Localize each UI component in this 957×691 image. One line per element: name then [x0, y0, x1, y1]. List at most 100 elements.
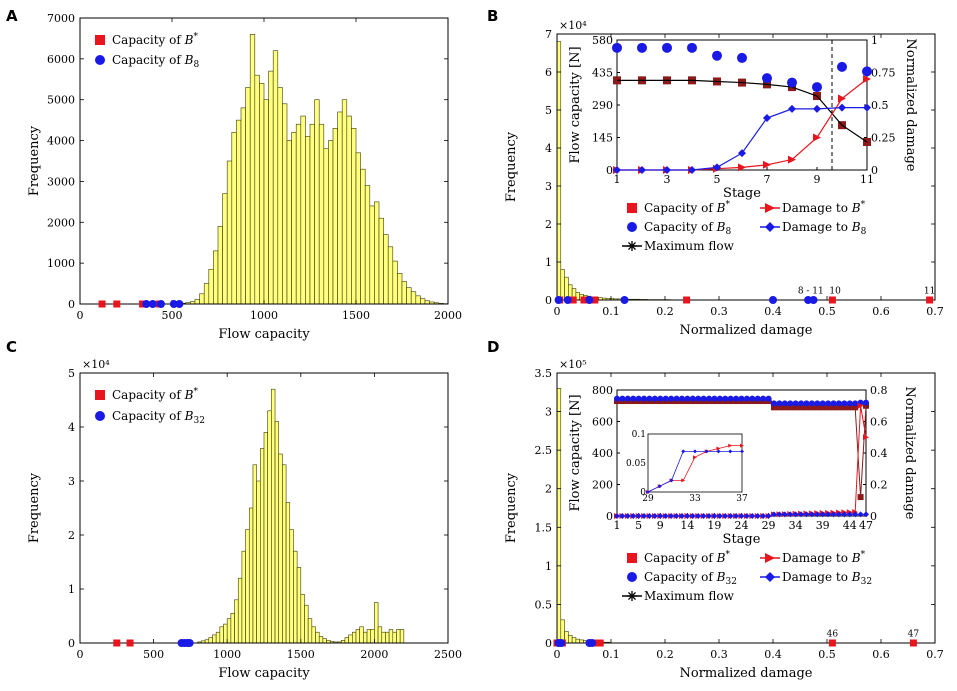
- inset-series-point: [733, 395, 740, 402]
- inset-y-tick-label: 0: [606, 164, 613, 177]
- inset-x-tick-label: 39: [816, 519, 830, 532]
- inset-y-axis-label: Flow capacity [N]: [568, 394, 583, 511]
- inset-series-point: [846, 404, 853, 411]
- histogram-bar: [410, 291, 417, 305]
- inset-series-point: [706, 513, 713, 519]
- histogram-bar: [213, 250, 219, 305]
- histogram-bar: [230, 612, 235, 644]
- sub-inset-x-tick-label: 33: [689, 494, 701, 504]
- inset-series-point: [722, 513, 729, 519]
- inset-y2-tick-label: 0.6: [870, 416, 888, 429]
- capacity-bstar-point: [580, 296, 588, 304]
- inset-series-point: [765, 513, 772, 519]
- y-tick-label: 4: [68, 421, 75, 434]
- inset-y2-tick-label: 0.8: [870, 384, 888, 397]
- histogram-bar: [366, 629, 372, 644]
- sub-inset-y-tick-label: 0: [640, 488, 646, 498]
- y-tick-label: 1000: [47, 257, 75, 270]
- y-axis-label: Frequency: [27, 125, 42, 196]
- panel-c-histogram: 0 500 1000 1500 2000 2500 0 1 2 3 4 5 ×10⁴ Flow capac…: [27, 358, 462, 681]
- y-axis-label: Frequency: [27, 472, 42, 543]
- panel-a-histogram: 0 500 1000 1500 2000 0 1000 2000 3000 4000 5000 600…: [27, 12, 462, 342]
- stage-annotation: 11: [924, 286, 935, 296]
- inset-series-point: [737, 52, 747, 63]
- inset-series-point: [614, 513, 620, 519]
- legend-label: Capacity of B*: [112, 32, 198, 47]
- inset-y2-tick-label: 0.2: [870, 479, 888, 492]
- inset-series-point: [662, 42, 672, 53]
- legend-label: Capacity of B*: [112, 387, 198, 402]
- sub-inset-red-point: [681, 478, 686, 483]
- y-tick-label: 0: [68, 298, 75, 311]
- inset-series-point: [788, 104, 796, 113]
- inset-series-point: [798, 400, 805, 407]
- histogram-bar: [295, 123, 302, 305]
- x-tick-label: 0.7: [926, 305, 944, 318]
- bar-series: [197, 388, 405, 644]
- histogram-bar: [249, 34, 256, 305]
- histogram-bar: [359, 626, 364, 644]
- histogram-bar: [282, 103, 288, 305]
- inset-y2-axis-label: Normalized damage: [903, 39, 918, 172]
- inset-series-point: [808, 404, 815, 411]
- histogram-bar: [274, 421, 280, 644]
- inset-series-point: [819, 511, 826, 518]
- histogram-bar: [278, 453, 283, 644]
- inset-series-point: [762, 73, 772, 84]
- x-tick-label: 0.2: [656, 648, 674, 661]
- legend-marker: [627, 572, 637, 582]
- y-tick-label: 0: [68, 637, 75, 650]
- inset-series-point: [614, 395, 620, 402]
- inset-x-tick-label: 11: [860, 173, 874, 186]
- x-tick-label: 2000: [434, 309, 462, 322]
- inset-series-point: [733, 513, 740, 519]
- y-tick-label: 3: [545, 406, 552, 419]
- y-axis-exponent: ×10⁴: [82, 358, 110, 371]
- x-tick-label: 0.4: [764, 648, 782, 661]
- inset-series-point: [857, 402, 864, 409]
- inset-series-point: [787, 77, 797, 88]
- inset-series-point: [630, 395, 637, 402]
- legend-label: Damage to B32: [782, 570, 872, 587]
- legend-label: Capacity of B*: [644, 550, 730, 565]
- inset-series-point: [838, 94, 846, 103]
- inset-series-point: [646, 395, 653, 402]
- x-tick-label: 1000: [250, 309, 278, 322]
- legend-marker: [765, 222, 775, 232]
- inset-series-line: [617, 79, 868, 143]
- inset-y2-tick-label: 0.75: [871, 67, 896, 80]
- inset-series-point: [798, 511, 805, 518]
- histogram-bar: [282, 464, 287, 644]
- bar-series: [171, 34, 449, 305]
- capacity-bstar-point: [569, 296, 577, 304]
- panel-label-c: C: [6, 338, 17, 356]
- inset-y-tick-label: 580: [592, 34, 613, 47]
- histogram-bar: [260, 448, 265, 644]
- sub-inset-y-tick-label: 0.1: [632, 430, 646, 440]
- inset-series-point: [781, 400, 788, 407]
- inset-series-point: [695, 395, 702, 402]
- inset-series-point: [852, 511, 859, 518]
- histogram-bar: [388, 629, 394, 644]
- histogram-bar: [199, 293, 205, 305]
- inset-y-axis-label: Flow capacity [N]: [568, 46, 583, 163]
- inset-y2-tick-label: 0.5: [871, 99, 889, 112]
- histogram-bar: [296, 567, 302, 644]
- inset-series-point: [770, 511, 777, 518]
- inset-x-tick-label: 1: [614, 173, 621, 186]
- inset-series-point: [641, 513, 648, 519]
- inset-series-point: [635, 395, 642, 402]
- histogram-bar: [271, 388, 276, 644]
- inset-series-point: [803, 511, 810, 518]
- y-tick-label: 2: [545, 218, 552, 231]
- histogram-bar: [383, 234, 389, 305]
- histogram-bar: [263, 432, 268, 644]
- x-axis-label: Flow capacity: [218, 327, 310, 342]
- legend-marker: [95, 411, 105, 421]
- histogram-bar: [309, 123, 315, 305]
- histogram-bar: [237, 577, 243, 644]
- panel-label-a: A: [6, 7, 18, 25]
- inset-series-point: [716, 395, 723, 402]
- inset-series-point: [787, 400, 794, 407]
- x-tick-label: 0.1: [602, 648, 620, 661]
